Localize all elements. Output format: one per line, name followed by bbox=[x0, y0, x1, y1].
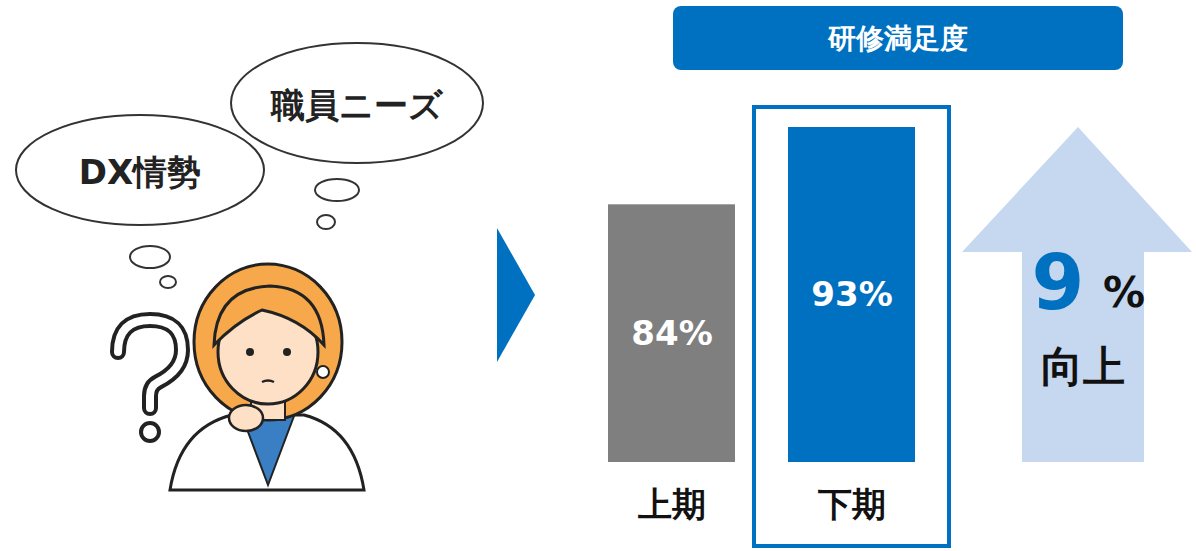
svg-text:%: % bbox=[1103, 268, 1145, 317]
svg-text:84%: 84% bbox=[631, 313, 712, 353]
svg-text:職員ニーズ: 職員ニーズ bbox=[270, 85, 444, 125]
svg-text:上期: 上期 bbox=[637, 484, 706, 524]
svg-text:93%: 93% bbox=[811, 274, 892, 314]
svg-text:研修満足度: 研修満足度 bbox=[827, 22, 968, 55]
svg-text:DX情勢: DX情勢 bbox=[79, 152, 201, 192]
svg-text:9: 9 bbox=[1032, 238, 1085, 327]
svg-text:下期: 下期 bbox=[817, 484, 886, 524]
svg-text:向上: 向上 bbox=[1041, 342, 1125, 391]
